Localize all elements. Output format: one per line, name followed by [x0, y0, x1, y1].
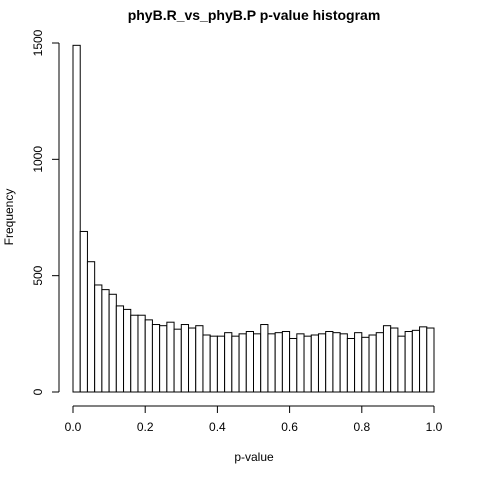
x-tick-label: 0.4 [209, 420, 226, 434]
histogram-bar [303, 335, 312, 393]
x-tick-label: 1.0 [426, 420, 443, 434]
x-axis: 0.0 0.2 0.4 0.6 0.8 1.0 [65, 405, 443, 434]
histogram-bar [94, 284, 103, 393]
histogram-bar [296, 333, 305, 393]
histogram-bar [419, 326, 428, 393]
histogram-bar [317, 333, 327, 393]
histogram-bar [375, 332, 384, 393]
histogram-bar [188, 327, 197, 393]
histogram-bar [159, 325, 168, 393]
histogram-bar [354, 332, 363, 393]
histogram-bar [332, 332, 341, 393]
histogram-bar [72, 44, 81, 393]
histogram-bar [151, 324, 161, 393]
histogram-bar [339, 333, 348, 393]
histogram-bar [253, 333, 262, 393]
histogram-bar [238, 333, 247, 393]
x-tick-label: 0.8 [353, 420, 370, 434]
histogram-bar [79, 230, 88, 393]
histogram-bar [361, 336, 370, 393]
histogram-bar [260, 324, 269, 393]
histogram-bar [101, 289, 110, 393]
histogram-bar [195, 325, 204, 393]
histogram-bar [180, 324, 190, 393]
histogram-bar [130, 314, 139, 393]
y-tick-label: 500 [31, 265, 45, 285]
histogram-bar [209, 335, 218, 393]
histogram-bar [397, 335, 406, 393]
histogram-bar [368, 334, 377, 393]
chart-title: phyB.R_vs_phyB.P p-value histogram [128, 7, 381, 23]
histogram-bar [267, 333, 276, 393]
y-axis: 0 500 1000 1500 [31, 29, 60, 395]
histogram-bar [224, 332, 233, 393]
histogram-bar [411, 329, 421, 393]
histogram-bar [173, 328, 182, 393]
histogram-bar [281, 331, 291, 393]
histogram-bar [115, 305, 125, 393]
histogram-bar [390, 327, 399, 393]
y-tick-label: 1000 [31, 146, 45, 173]
histogram-bar [274, 332, 283, 393]
histogram-bar [426, 327, 435, 393]
histogram-bar [166, 321, 175, 393]
histogram-bar [404, 331, 413, 393]
histogram-bar [123, 308, 132, 393]
y-tick-label: 0 [31, 388, 45, 395]
histogram-bar [310, 334, 319, 393]
histogram-bar [108, 293, 117, 393]
histogram-bar [289, 337, 298, 393]
histogram-bar [202, 334, 211, 393]
bars-group [72, 44, 435, 393]
x-tick-label: 0.6 [281, 420, 298, 434]
histogram-bar [137, 314, 146, 393]
histogram-bar [231, 335, 240, 393]
x-tick-label: 0.0 [65, 420, 82, 434]
x-axis-label: p-value [234, 450, 274, 464]
histogram-bar [245, 331, 254, 393]
histogram-bar [382, 325, 392, 393]
histogram-bar [86, 261, 96, 393]
histogram-bar [325, 331, 334, 393]
histogram-bar [346, 337, 356, 393]
histogram-bar [216, 335, 226, 393]
histogram-bar [144, 319, 153, 393]
y-axis-label: Frequency [2, 189, 16, 246]
x-tick-label: 0.2 [137, 420, 154, 434]
y-tick-label: 1500 [31, 29, 45, 56]
